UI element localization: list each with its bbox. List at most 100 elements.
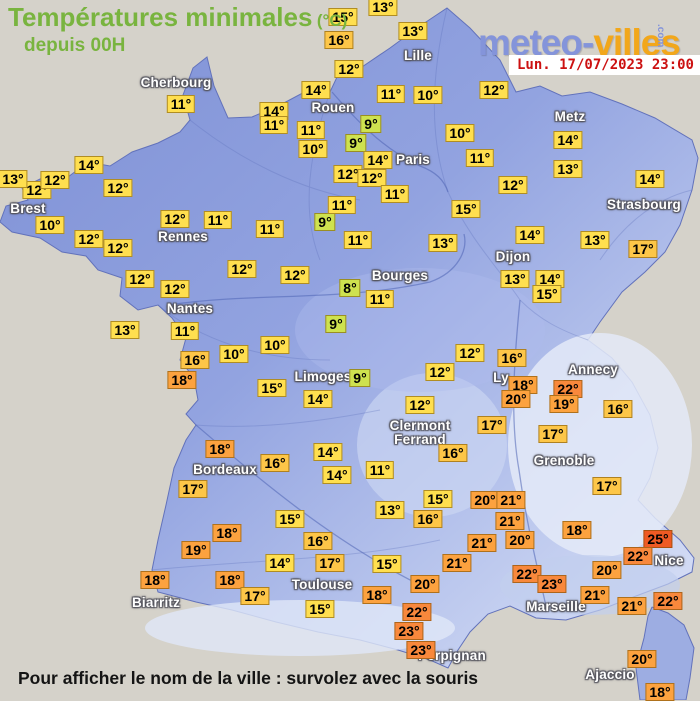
- temp-label[interactable]: 15°: [328, 8, 358, 26]
- temp-label[interactable]: 15°: [372, 555, 402, 573]
- temp-label[interactable]: 20°: [410, 575, 440, 593]
- temp-label[interactable]: 13°: [398, 22, 428, 40]
- corsica-shape[interactable]: [635, 606, 695, 700]
- temp-label[interactable]: 10°: [445, 124, 475, 142]
- temp-label[interactable]: 15°: [257, 379, 287, 397]
- temp-label[interactable]: 23°: [406, 641, 436, 659]
- temp-label[interactable]: 12°: [405, 396, 435, 414]
- temp-label[interactable]: 18°: [205, 440, 235, 458]
- temp-label[interactable]: 11°: [255, 220, 285, 238]
- temp-label[interactable]: 18°: [212, 524, 242, 542]
- temp-label[interactable]: 21°: [495, 512, 525, 530]
- temp-label[interactable]: 12°: [280, 266, 310, 284]
- temp-label[interactable]: 20°: [592, 561, 622, 579]
- temp-label[interactable]: 9°: [314, 213, 336, 231]
- temp-label[interactable]: 21°: [617, 597, 647, 615]
- temp-label[interactable]: 13°: [368, 0, 398, 16]
- temp-label[interactable]: 21°: [580, 586, 610, 604]
- temp-label[interactable]: 16°: [180, 351, 210, 369]
- temp-label[interactable]: 22°: [402, 603, 432, 621]
- temp-label[interactable]: 12°: [103, 179, 133, 197]
- temp-label[interactable]: 14°: [515, 226, 545, 244]
- temp-label[interactable]: 12°: [334, 60, 364, 78]
- temp-label[interactable]: 17°: [592, 477, 622, 495]
- temp-label[interactable]: 17°: [538, 425, 568, 443]
- temp-label[interactable]: 10°: [260, 336, 290, 354]
- temp-label[interactable]: 11°: [203, 211, 233, 229]
- temp-label[interactable]: 22°: [653, 592, 683, 610]
- temp-label[interactable]: 20°: [470, 491, 500, 509]
- temp-label[interactable]: 14°: [303, 390, 333, 408]
- temp-label[interactable]: 16°: [497, 349, 527, 367]
- temp-label[interactable]: 19°: [181, 541, 211, 559]
- temp-label[interactable]: 8°: [339, 279, 361, 297]
- temp-label[interactable]: 14°: [363, 151, 393, 169]
- temp-label[interactable]: 10°: [219, 345, 249, 363]
- temp-label[interactable]: 23°: [394, 622, 424, 640]
- temp-label[interactable]: 14°: [553, 131, 583, 149]
- temp-label[interactable]: 20°: [505, 531, 535, 549]
- temp-label[interactable]: 21°: [467, 534, 497, 552]
- temp-label[interactable]: 15°: [423, 490, 453, 508]
- temp-label[interactable]: 9°: [349, 369, 371, 387]
- temp-label[interactable]: 13°: [553, 160, 583, 178]
- temp-label[interactable]: 9°: [345, 134, 367, 152]
- temp-label[interactable]: 14°: [635, 170, 665, 188]
- temp-label[interactable]: 12°: [498, 176, 528, 194]
- temp-label[interactable]: 16°: [303, 532, 333, 550]
- temp-label[interactable]: 12°: [40, 171, 70, 189]
- temp-label[interactable]: 13°: [375, 501, 405, 519]
- temp-label[interactable]: 14°: [313, 443, 343, 461]
- temp-label[interactable]: 15°: [305, 600, 335, 618]
- temp-label[interactable]: 13°: [0, 170, 28, 188]
- temp-label[interactable]: 17°: [628, 240, 658, 258]
- temp-label[interactable]: 18°: [140, 571, 170, 589]
- temp-label[interactable]: 20°: [501, 390, 531, 408]
- temp-label[interactable]: 12°: [103, 239, 133, 257]
- temp-label[interactable]: 18°: [362, 586, 392, 604]
- temp-label[interactable]: 12°: [425, 363, 455, 381]
- temp-label[interactable]: 16°: [413, 510, 443, 528]
- temp-label[interactable]: 10°: [298, 140, 328, 158]
- temp-label[interactable]: 12°: [160, 210, 190, 228]
- temp-label[interactable]: 16°: [324, 31, 354, 49]
- temp-label[interactable]: 14°: [301, 81, 331, 99]
- temp-label[interactable]: 11°: [376, 85, 406, 103]
- temp-label[interactable]: 10°: [413, 86, 443, 104]
- temp-label[interactable]: 15°: [275, 510, 305, 528]
- temp-label[interactable]: 20°: [627, 650, 657, 668]
- temp-label[interactable]: 16°: [603, 400, 633, 418]
- temp-label[interactable]: 12°: [227, 260, 257, 278]
- temp-label[interactable]: 14°: [74, 156, 104, 174]
- temp-label[interactable]: 13°: [428, 234, 458, 252]
- temp-label[interactable]: 16°: [260, 454, 290, 472]
- temp-label[interactable]: 15°: [532, 285, 562, 303]
- temp-label[interactable]: 11°: [365, 290, 395, 308]
- temp-label[interactable]: 17°: [477, 416, 507, 434]
- temp-label[interactable]: 9°: [325, 315, 347, 333]
- temp-label[interactable]: 21°: [442, 554, 472, 572]
- temp-label[interactable]: 22°: [512, 565, 542, 583]
- temp-label[interactable]: 11°: [259, 116, 289, 134]
- temp-label[interactable]: 11°: [343, 231, 373, 249]
- temp-label[interactable]: 11°: [170, 322, 200, 340]
- temp-label[interactable]: 25°: [643, 530, 673, 548]
- temp-label[interactable]: 12°: [479, 81, 509, 99]
- temp-label[interactable]: 17°: [178, 480, 208, 498]
- temp-label[interactable]: 14°: [322, 466, 352, 484]
- temp-label[interactable]: 15°: [451, 200, 481, 218]
- temp-label[interactable]: 18°: [167, 371, 197, 389]
- temp-label[interactable]: 22°: [623, 547, 653, 565]
- temp-label[interactable]: 9°: [360, 115, 382, 133]
- temp-label[interactable]: 12°: [455, 344, 485, 362]
- temp-label[interactable]: 11°: [380, 185, 410, 203]
- temp-label[interactable]: 12°: [125, 270, 155, 288]
- temp-label[interactable]: 22°: [553, 380, 583, 398]
- temp-label[interactable]: 13°: [500, 270, 530, 288]
- temp-label[interactable]: 18°: [562, 521, 592, 539]
- temp-label[interactable]: 16°: [438, 444, 468, 462]
- temp-label[interactable]: 18°: [215, 571, 245, 589]
- temp-label[interactable]: 11°: [327, 196, 357, 214]
- temp-label[interactable]: 11°: [296, 121, 326, 139]
- temp-label[interactable]: 14°: [265, 554, 295, 572]
